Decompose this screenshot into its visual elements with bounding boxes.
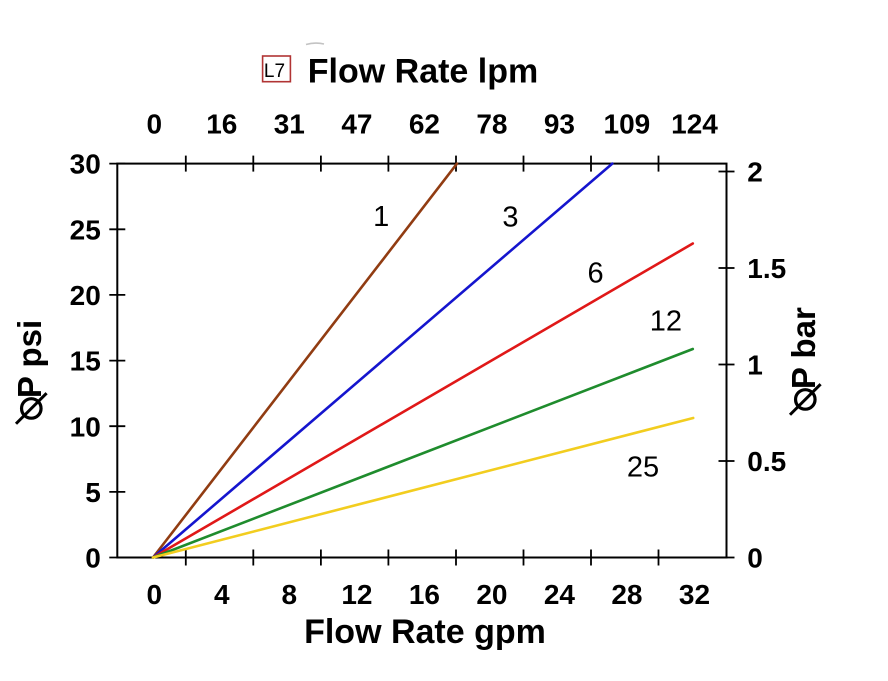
svg-text:4: 4 bbox=[214, 579, 230, 610]
svg-text:0: 0 bbox=[147, 109, 163, 140]
svg-text:0: 0 bbox=[147, 579, 163, 610]
svg-text:1: 1 bbox=[747, 350, 763, 381]
svg-text:62: 62 bbox=[409, 109, 440, 140]
svg-text:78: 78 bbox=[476, 109, 507, 140]
svg-text:0: 0 bbox=[747, 543, 763, 574]
svg-text:109: 109 bbox=[604, 109, 651, 140]
svg-text:0: 0 bbox=[85, 543, 101, 574]
svg-text:16: 16 bbox=[206, 109, 237, 140]
svg-text:93: 93 bbox=[544, 109, 575, 140]
svg-text:1: 1 bbox=[373, 201, 389, 233]
svg-text:P bar: P bar bbox=[785, 307, 822, 389]
svg-text:L7: L7 bbox=[264, 61, 285, 82]
svg-text:47: 47 bbox=[341, 109, 372, 140]
svg-text:12: 12 bbox=[650, 305, 682, 337]
svg-text:Flow Rate gpm: Flow Rate gpm bbox=[304, 613, 546, 651]
svg-text:24: 24 bbox=[544, 579, 576, 610]
svg-text:16: 16 bbox=[409, 579, 440, 610]
svg-text:3: 3 bbox=[502, 202, 518, 234]
svg-text:P psi: P psi bbox=[11, 320, 48, 398]
svg-text:28: 28 bbox=[611, 579, 642, 610]
svg-text:2: 2 bbox=[747, 157, 763, 188]
svg-text:25: 25 bbox=[70, 214, 101, 245]
svg-text:30: 30 bbox=[70, 149, 101, 180]
svg-text:20: 20 bbox=[476, 579, 507, 610]
svg-text:0.5: 0.5 bbox=[747, 446, 786, 477]
svg-text:6: 6 bbox=[588, 257, 604, 289]
svg-text:8: 8 bbox=[282, 579, 298, 610]
svg-text:31: 31 bbox=[274, 109, 305, 140]
svg-text:124: 124 bbox=[671, 109, 718, 140]
svg-text:5: 5 bbox=[85, 477, 101, 508]
svg-text:25: 25 bbox=[627, 452, 659, 484]
svg-text:10: 10 bbox=[70, 411, 101, 442]
svg-text:1.5: 1.5 bbox=[747, 253, 786, 284]
svg-text:15: 15 bbox=[70, 346, 101, 377]
svg-text:12: 12 bbox=[341, 579, 372, 610]
svg-text:32: 32 bbox=[679, 579, 710, 610]
svg-text:20: 20 bbox=[70, 280, 101, 311]
svg-text:Flow Rate lpm: Flow Rate lpm bbox=[308, 53, 538, 91]
